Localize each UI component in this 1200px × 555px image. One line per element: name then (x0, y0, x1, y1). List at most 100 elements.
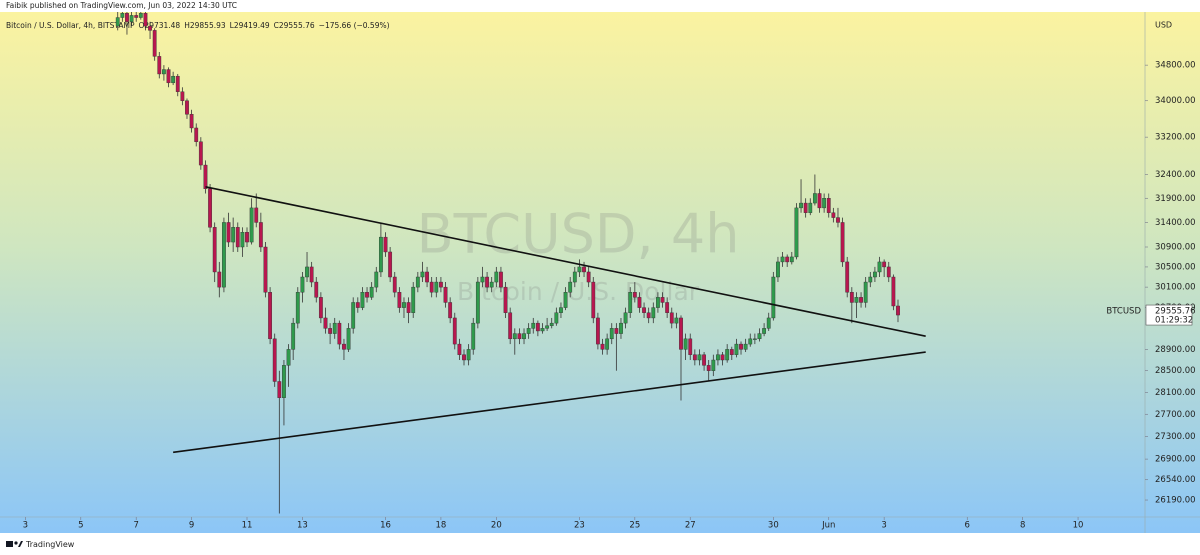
y-tick-label: 30900.00 (1155, 243, 1196, 253)
candle-body (771, 276, 776, 319)
candle-body (743, 343, 748, 350)
candle-body (508, 312, 513, 340)
candle-body (295, 292, 300, 324)
candle-body (822, 198, 827, 209)
candle-body (203, 164, 208, 189)
candle-body (619, 322, 623, 334)
x-tick-label: 5 (78, 521, 83, 531)
candle-body (171, 75, 176, 84)
candle-body (489, 281, 494, 288)
candle-body (443, 286, 448, 303)
candle-body (383, 236, 388, 253)
legend-symbol: Bitcoin / U.S. Dollar, 4h, BITSTAMP (6, 21, 135, 30)
candle-body (600, 343, 605, 350)
candle-body (706, 365, 711, 371)
candle-body (129, 15, 134, 22)
candle-body (656, 297, 660, 308)
candle-body (314, 281, 319, 298)
candle-body (378, 236, 383, 273)
candle-body (291, 322, 296, 350)
candle-body (272, 338, 277, 382)
candle-body (669, 312, 674, 324)
candle-body (365, 292, 369, 298)
published-note: Faibik published on TradingView.com, Jun… (6, 1, 237, 10)
candle-body (263, 246, 268, 293)
legend-value: H29855.93 (184, 21, 226, 30)
candle-body (896, 305, 900, 316)
candle-body (863, 281, 868, 303)
candle-body (762, 328, 767, 334)
candle-body (568, 281, 573, 293)
y-tick-label: 26540.00 (1155, 475, 1196, 485)
candle-body (642, 307, 646, 313)
candle-body (572, 271, 577, 283)
x-tick-label: 10 (1073, 521, 1084, 531)
y-tick-label: 27700.00 (1155, 410, 1196, 420)
candle-body (346, 328, 351, 350)
candle-body (332, 322, 337, 334)
candle-body (803, 202, 808, 213)
legend-value: L29419.49 (230, 21, 270, 30)
candle-body (402, 302, 406, 308)
candle-body (434, 281, 439, 293)
candle-body (882, 261, 887, 268)
candle-body (392, 276, 397, 293)
candle-body (591, 281, 596, 319)
candle-body (752, 338, 757, 340)
candle-body (632, 292, 637, 298)
candle-body (692, 354, 697, 361)
candle-body (462, 354, 466, 361)
x-tick-label: Jun (821, 521, 835, 531)
legend-value: O29731.48 (139, 21, 181, 30)
trendline (205, 186, 926, 337)
candle-body (628, 292, 633, 313)
candle-body (337, 322, 342, 345)
candle-body (854, 297, 859, 303)
y-tick-label: 31900.00 (1155, 194, 1196, 204)
candle-body (457, 343, 462, 355)
candle-body (166, 69, 171, 84)
candle-body (831, 212, 836, 218)
candle-body (614, 328, 619, 334)
legend: Bitcoin / U.S. Dollar, 4h, BITSTAMP O297… (6, 21, 390, 30)
candle-body (559, 307, 563, 313)
candle-body (480, 276, 485, 283)
candle-body (540, 328, 545, 332)
candle-body (877, 261, 882, 273)
candle-body (125, 13, 129, 22)
price-label-symbol: BTCUSD (1106, 307, 1141, 317)
footer-brand: TradingView (25, 540, 75, 549)
candle-body (586, 271, 591, 283)
candle-body (120, 13, 125, 18)
candle-body (411, 286, 416, 313)
legend-value: C29555.76 (274, 21, 315, 30)
candle-body (697, 354, 702, 361)
y-tick-label: 32400.00 (1155, 170, 1196, 180)
candle-body (720, 354, 725, 361)
candle-body (526, 328, 531, 334)
candle-body (595, 317, 600, 345)
y-tick-label: 30100.00 (1155, 283, 1196, 293)
y-tick-label: 26190.00 (1155, 496, 1196, 506)
candle-body (679, 317, 683, 350)
candle-body (563, 292, 568, 308)
candle-body (194, 127, 199, 142)
candle-body (374, 271, 379, 288)
x-tick-label: 8 (1020, 521, 1025, 531)
x-tick-label: 3 (881, 521, 886, 531)
candle-body (886, 266, 891, 278)
candle-body (535, 322, 540, 332)
axes: 34800.00 34000.00 33200.00 32400.00 31900.00… (23, 61, 1196, 531)
candle-body (138, 13, 143, 18)
candle-body (554, 312, 559, 324)
candle-body (115, 17, 120, 27)
candle-body (794, 207, 799, 258)
legend-value: −175.66 (−0.59%) (319, 21, 390, 30)
candle-body (217, 271, 222, 288)
candle-body (702, 354, 706, 366)
candle-body (143, 13, 148, 27)
candle-body (152, 30, 157, 57)
candle-body (323, 317, 328, 329)
candle-body (716, 354, 720, 361)
x-tick-label: 16 (380, 521, 391, 531)
